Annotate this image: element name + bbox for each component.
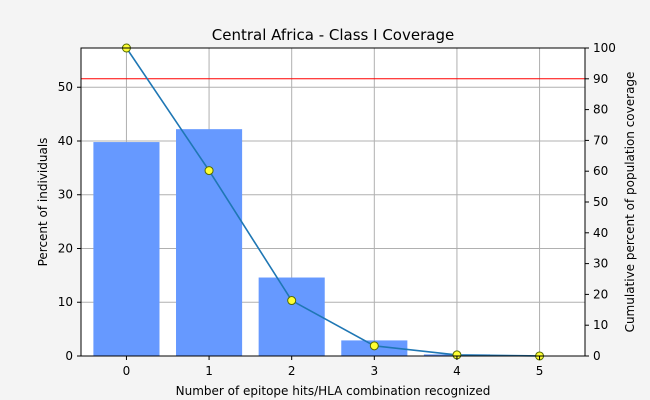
y-axis-right-label: Cumulative percent of population coverag… [623,72,637,333]
chart-title: Central Africa - Class I Coverage [212,26,454,44]
x-tick-label: 3 [370,364,378,378]
y-left-tick-label: 20 [58,241,73,255]
y-left-tick-label: 0 [65,349,73,363]
line-point [287,296,297,306]
bar [258,277,325,356]
bar [93,142,160,356]
x-tick-label: 4 [453,364,461,378]
y-right-tick-label: 50 [593,195,608,209]
y-left-tick-label: 50 [58,80,73,94]
y-right-tick-label: 10 [593,318,608,332]
bar [176,129,243,356]
y-axis-left-label: Percent of individuals [36,138,50,267]
bars [93,129,573,356]
line-point [204,166,214,176]
y-left-tick-label: 30 [58,188,73,202]
y-left-tick-label: 10 [58,295,73,309]
y-right-tick-label: 20 [593,287,608,301]
x-tick-label: 5 [536,364,544,378]
plot-area [81,48,585,356]
y-left-tick-label: 40 [58,134,73,148]
x-tick-label: 0 [123,364,131,378]
x-axis-label: Number of epitope hits/HLA combination r… [176,384,491,398]
y-right-tick-label: 0 [593,349,601,363]
y-right-tick-label: 70 [593,133,608,147]
x-tick-label: 2 [288,364,296,378]
y-right-tick-label: 100 [593,41,616,55]
y-right-tick-label: 80 [593,103,608,117]
cumulative-line-path [125,47,540,357]
y-right-tick-label: 90 [593,72,608,86]
x-tick-label: 1 [205,364,213,378]
y-right-tick-label: 60 [593,164,608,178]
cumulative-line [121,43,545,361]
y-right-tick-label: 30 [593,257,608,271]
line-point [369,341,379,351]
y-right-tick-label: 40 [593,226,608,240]
